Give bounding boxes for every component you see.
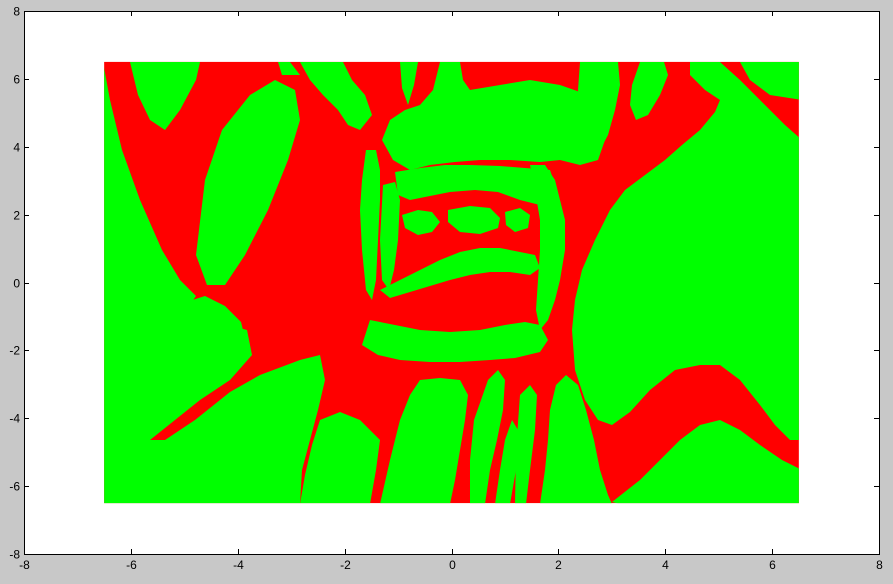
y-axis: -8 -6 -4 -2 0 2 4 6 8 bbox=[9, 5, 879, 562]
x-tick-label: 2 bbox=[555, 558, 562, 572]
y-tick-label: 0 bbox=[13, 277, 20, 291]
heatmap-class-1-region bbox=[402, 210, 440, 235]
heatmap-class-1-region bbox=[380, 182, 400, 290]
x-tick-label: -8 bbox=[19, 558, 30, 572]
heatmap-class-1-region bbox=[540, 375, 612, 504]
heatmap-class-1-region bbox=[400, 62, 418, 105]
heatmap-class-1-region bbox=[181, 296, 247, 360]
x-tick-label: -2 bbox=[340, 558, 351, 572]
heatmap-class-1-region bbox=[630, 62, 668, 120]
heatmap-class-1-region bbox=[380, 378, 468, 504]
heatmap-class-1-region bbox=[505, 208, 530, 232]
heatmap-class-1-region bbox=[130, 62, 200, 130]
heatmap-class-1-region bbox=[515, 385, 537, 504]
heatmap-class-1-region bbox=[362, 320, 548, 362]
heatmap-class-1-region bbox=[530, 165, 565, 330]
x-tick-label: 4 bbox=[662, 558, 669, 572]
x-tick-label: 8 bbox=[876, 558, 883, 572]
heatmap-class-1-region bbox=[495, 420, 518, 504]
y-tick-label: 4 bbox=[13, 141, 20, 155]
heatmap-class-1-region bbox=[300, 62, 372, 130]
heatmap-class-1-region bbox=[380, 248, 540, 298]
heatmap-class-1-region bbox=[740, 62, 799, 100]
y-tick-label: 8 bbox=[13, 5, 20, 19]
heatmap-class-1-region bbox=[395, 165, 555, 205]
heatmap-regions bbox=[104, 61, 799, 504]
x-tick-label: 0 bbox=[449, 558, 456, 572]
x-tick-label: -4 bbox=[233, 558, 244, 572]
x-axis: -8 -6 -4 -2 0 2 4 6 8 bbox=[19, 11, 883, 572]
y-tick-label: -4 bbox=[9, 412, 20, 426]
heatmap-class-1-region bbox=[448, 206, 500, 234]
y-tick-label: 6 bbox=[13, 73, 20, 87]
y-tick-label: 2 bbox=[13, 209, 20, 223]
heatmap-class-1-region bbox=[685, 130, 760, 183]
x-tick-label: 6 bbox=[769, 558, 776, 572]
heatmap-class-1-region bbox=[578, 62, 620, 150]
heatmap-class-1-region bbox=[104, 355, 325, 504]
heatmap-class-1-region bbox=[196, 80, 300, 285]
heatmap-class-1-region bbox=[360, 150, 380, 300]
x-tick-label: -6 bbox=[126, 558, 137, 572]
heatmap-class-1-region bbox=[470, 370, 505, 504]
y-tick-label: -8 bbox=[9, 548, 20, 562]
heatmap-class-1-region bbox=[612, 420, 799, 504]
heatmap-class-1-region bbox=[278, 62, 300, 75]
y-tick-label: -6 bbox=[9, 480, 20, 494]
heatmap-class-1-region bbox=[300, 412, 380, 504]
y-tick-label: -2 bbox=[9, 344, 20, 358]
heatmap-class-1-region bbox=[382, 62, 605, 170]
